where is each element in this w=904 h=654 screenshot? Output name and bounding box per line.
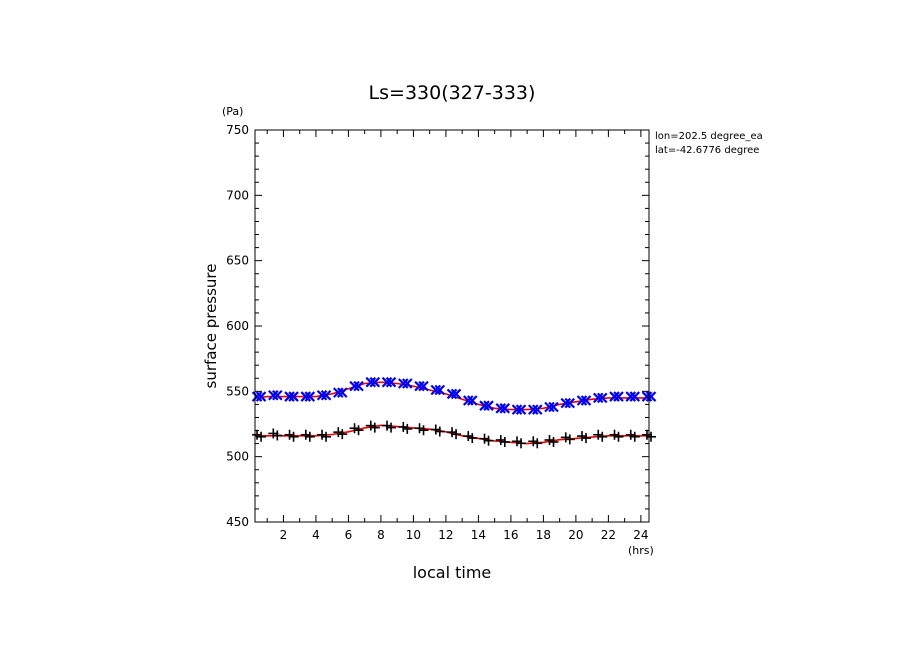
plus-marker-point — [268, 428, 283, 441]
plus-marker-point — [544, 434, 559, 447]
plus-marker-point — [642, 429, 656, 442]
x-marker-point — [414, 380, 429, 392]
x-marker-point — [316, 389, 332, 401]
plus-marker-point — [414, 423, 429, 436]
y-tick-label: 500 — [226, 450, 249, 464]
x-marker-point — [592, 392, 608, 404]
y-axis-label: surface pressure — [202, 264, 220, 389]
plus-marker-point — [300, 429, 315, 442]
plus-marker-point — [430, 424, 445, 437]
annotation-lon: lon=202.5 degree_ea — [655, 131, 763, 142]
x-tick-label: 14 — [471, 528, 486, 542]
x-unit-label: (hrs) — [628, 544, 654, 557]
x-marker-point — [511, 404, 527, 415]
plus-marker-point — [463, 431, 478, 444]
x-tick-label: 10 — [406, 528, 421, 542]
x-marker-point — [641, 391, 657, 402]
y-tick-label: 600 — [226, 319, 249, 333]
x-marker-point — [446, 388, 462, 400]
plus-marker-point — [284, 429, 299, 442]
x-tick-label: 20 — [568, 528, 583, 542]
annotation-lat: lat=-42.6776 degree — [655, 145, 759, 156]
chart-title: Ls=330(327-333) — [369, 82, 536, 104]
x-marker-point — [333, 387, 348, 398]
y-tick-label: 550 — [226, 384, 249, 398]
data-markers — [251, 376, 657, 449]
y-tick-label: 750 — [226, 123, 249, 137]
plus-marker-point — [252, 429, 267, 442]
x-marker-point — [430, 384, 446, 396]
plus-marker-point — [609, 429, 624, 442]
y-tick-label: 650 — [226, 254, 249, 268]
x-tick-label: 18 — [536, 528, 551, 542]
plus-marker-point — [495, 434, 510, 447]
plus-marker-point — [349, 423, 364, 436]
x-marker-point — [398, 378, 413, 389]
plus-marker-point — [447, 427, 462, 440]
x-marker-point — [300, 391, 316, 402]
y-unit-label: (Pa) — [222, 105, 243, 118]
y-tick-label: 450 — [226, 515, 249, 529]
x-marker-point — [609, 391, 624, 402]
x-marker-point — [268, 389, 283, 401]
x-axis-label: local time — [413, 563, 492, 582]
axis-ticks — [255, 129, 649, 523]
x-marker-point — [349, 380, 364, 392]
plus-marker-point — [317, 429, 332, 442]
plus-marker-point — [625, 429, 640, 442]
x-tick-label: 22 — [601, 528, 616, 542]
plus-marker-point — [593, 429, 608, 442]
x-marker-point — [625, 391, 641, 402]
x-tick-label: 2 — [280, 528, 288, 542]
plus-marker-point — [512, 436, 527, 449]
plus-marker-point — [382, 420, 397, 433]
x-tick-label: 8 — [377, 528, 385, 542]
plus-marker-point — [479, 433, 494, 446]
y-tick-label: 700 — [226, 188, 249, 202]
x-tick-label: 12 — [438, 528, 453, 542]
x-marker-point — [479, 400, 494, 411]
plus-marker-point — [577, 431, 592, 444]
x-marker-point — [284, 391, 299, 402]
plus-marker-point — [528, 436, 543, 449]
x-marker-point — [365, 376, 381, 388]
plus-marker-point — [333, 427, 348, 440]
plus-marker-point — [560, 432, 575, 445]
x-marker-point — [560, 397, 576, 409]
x-marker-point — [576, 395, 592, 406]
plus-marker-point — [365, 420, 380, 433]
x-marker-point — [527, 404, 543, 415]
x-tick-label: 16 — [503, 528, 518, 542]
x-marker-point — [463, 395, 478, 406]
x-marker-point — [381, 376, 397, 388]
plus-marker-point — [398, 421, 413, 434]
x-tick-label: 24 — [633, 528, 648, 542]
x-tick-label: 4 — [312, 528, 320, 542]
x-tick-label: 6 — [345, 528, 353, 542]
x-marker-point — [544, 401, 559, 413]
x-marker-point — [251, 391, 267, 402]
tick-labels: 2 4 6 8 10 12 14 16 18 20 22 2445050055060065070075… — [226, 123, 648, 542]
x-marker-point — [495, 403, 511, 414]
plot-frame — [254, 129, 650, 523]
